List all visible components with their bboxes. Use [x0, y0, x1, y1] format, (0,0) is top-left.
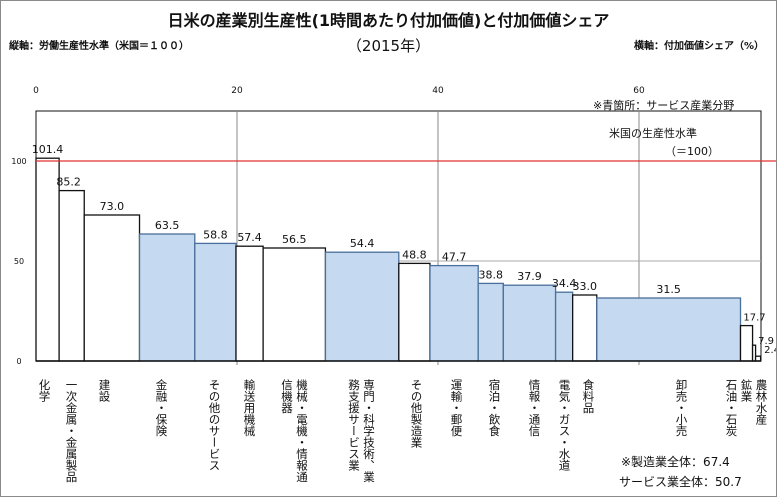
bar [262, 247, 327, 362]
bar [194, 242, 237, 362]
bar [429, 264, 479, 362]
category-label: 卸売・小売 [674, 379, 689, 437]
category-label: その他製造業 [409, 379, 424, 448]
y-axis-label: 縦軸：労働生産性水準（米国＝１００） [9, 41, 189, 52]
blue-note: ※青箇所：サービス産業分野 [593, 99, 735, 112]
category-label: 電気・ガス・水道 [557, 379, 572, 471]
data-label: 17.7 [743, 313, 765, 324]
data-label: 38.8 [479, 268, 504, 281]
category-label: 農林水産 [754, 379, 769, 425]
y-tick-label: 50 [14, 257, 24, 266]
data-label: 85.2 [56, 176, 81, 189]
data-label: 73.0 [100, 200, 125, 213]
category-label: 鉱業 [739, 379, 754, 402]
bar [596, 297, 742, 362]
category-label: 金融・保険 [154, 379, 169, 437]
category-label: 化学 [37, 379, 52, 402]
bar [572, 294, 598, 362]
bar [138, 233, 196, 362]
data-label: 48.8 [402, 248, 427, 261]
category-label: その他のサービス [207, 379, 222, 471]
data-label: 57.4 [237, 231, 262, 244]
data-label: 2.4 [764, 345, 777, 356]
data-label: 58.8 [203, 228, 228, 241]
bar [83, 214, 141, 362]
category-label: 情報・通信 [527, 379, 542, 437]
category-label: 建設 [97, 379, 112, 402]
x-tick-label: 60 [633, 86, 645, 96]
chart-title: 日米の産業別生産性(1時間あたり付加価値)と付加価値シェア [167, 11, 610, 30]
category-label: 一次金属・金属製品 [64, 379, 79, 483]
bar [35, 157, 60, 362]
category-label: 運輸・郵便 [449, 379, 464, 437]
data-label: 37.9 [517, 270, 542, 283]
chart-subtitle: （2015年） [346, 37, 431, 55]
data-label: 34.4 [552, 277, 577, 290]
category-label: 輸送用機械 [242, 379, 257, 437]
bar [235, 245, 264, 362]
y-tick-label: 100 [11, 157, 26, 166]
category-label: 宿泊・飲食 [487, 379, 502, 437]
x-tick-label: 20 [231, 86, 243, 96]
data-label: 7.9 [758, 336, 774, 347]
x-axis-label: 横軸：付加価値シェア（%） [633, 41, 764, 52]
x-tick-label: 0 [33, 86, 39, 96]
category-label: 機械・電機・情報通信機器 [280, 379, 309, 483]
bar [739, 324, 754, 362]
manufacturing-total: ※製造業全体：67.4 [621, 455, 730, 469]
data-label: 31.5 [656, 283, 681, 296]
data-label: 101.4 [32, 143, 64, 156]
bar [398, 262, 431, 362]
data-label: 47.7 [442, 251, 467, 264]
bar [502, 284, 557, 362]
x-tick-label: 40 [432, 86, 444, 96]
category-label: 石油・石炭 [724, 379, 739, 437]
y-tick-label: 0 [16, 357, 21, 366]
data-label: 54.4 [350, 237, 375, 250]
data-label: 63.5 [155, 219, 180, 232]
service-total: サービス業全体：50.7 [619, 475, 742, 489]
bar [324, 251, 400, 362]
bar [477, 282, 504, 362]
us-level-label: 米国の生産性水準 [609, 127, 697, 140]
bar [554, 291, 574, 362]
data-label: 56.5 [282, 233, 307, 246]
data-label: 33.0 [572, 280, 597, 293]
us-level-value: （＝100） [665, 145, 719, 158]
bar [58, 189, 85, 362]
category-label: 食料品 [581, 379, 596, 414]
category-label: 専門・科学技術、業務支援サービス業 [347, 379, 376, 483]
